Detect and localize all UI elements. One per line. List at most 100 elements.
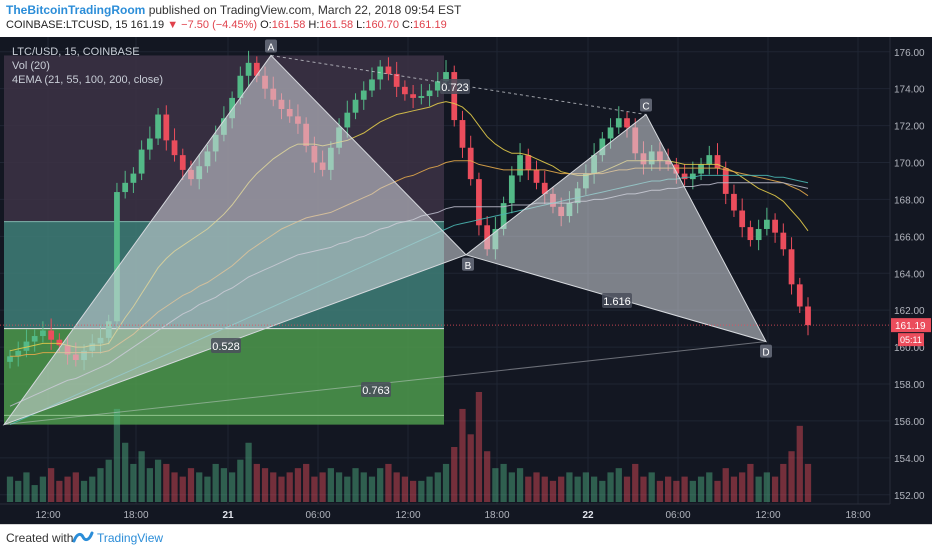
tradingview-link[interactable]: TradingView bbox=[97, 531, 164, 545]
candle-body bbox=[385, 66, 392, 74]
pattern-point-label: B bbox=[465, 261, 472, 272]
volume-bars bbox=[6, 392, 812, 502]
volume-bar bbox=[56, 480, 63, 502]
candle-body bbox=[607, 127, 614, 139]
candle-body bbox=[706, 155, 713, 165]
low-value: 160.70 bbox=[365, 19, 399, 31]
price-chart[interactable]: A B C D 0.723 1.616 0.528 0.763 152.00 154.00 156.… bbox=[0, 37, 932, 524]
price-tick-label: 176.00 bbox=[894, 48, 925, 59]
volume-bar bbox=[516, 468, 524, 502]
time-tick-label: 12:00 bbox=[755, 510, 780, 521]
volume-bar bbox=[15, 480, 22, 502]
candle-body bbox=[747, 227, 754, 241]
ratio-label: 1.616 bbox=[603, 296, 631, 308]
volume-bar bbox=[582, 472, 590, 502]
volume-bar bbox=[681, 476, 688, 502]
symbol-label: COINBASE:LTCUSD, 15 bbox=[6, 19, 128, 31]
candle-body bbox=[402, 86, 408, 95]
candle-body bbox=[615, 118, 622, 128]
volume-bar bbox=[261, 468, 269, 502]
candle-body bbox=[739, 210, 746, 228]
candle-body bbox=[517, 155, 523, 176]
candle-body bbox=[360, 90, 367, 100]
volume-bar bbox=[771, 476, 779, 502]
volume-bar bbox=[599, 480, 606, 502]
volume-bar bbox=[377, 468, 384, 502]
publisher-link[interactable]: TheBitcoinTradingRoom bbox=[6, 3, 146, 17]
candle-body bbox=[434, 81, 441, 91]
candle-body bbox=[788, 249, 795, 285]
high-value: 161.58 bbox=[319, 19, 354, 31]
price-tick-label: 170.00 bbox=[894, 159, 925, 170]
legend-ema[interactable]: 4EMA (21, 55, 100, 200, close) bbox=[12, 74, 164, 86]
volume-bar bbox=[163, 463, 170, 502]
volume-bar bbox=[549, 480, 557, 502]
candle-body bbox=[229, 97, 236, 119]
candle-body bbox=[673, 164, 680, 174]
volume-bar bbox=[747, 463, 754, 502]
price-tick-label: 158.00 bbox=[894, 380, 925, 391]
volume-bar bbox=[558, 476, 565, 502]
last-price-text: 161.19 bbox=[130, 19, 165, 31]
price-tick-label: 152.00 bbox=[894, 491, 925, 502]
volume-bar bbox=[228, 472, 236, 502]
volume-bar bbox=[72, 472, 79, 502]
candle-body bbox=[624, 118, 630, 128]
volume-bar bbox=[6, 476, 14, 502]
volume-bar bbox=[97, 468, 104, 502]
legend-volume[interactable]: Vol (20) bbox=[12, 60, 50, 72]
candle-body bbox=[245, 62, 252, 76]
volume-bar bbox=[237, 459, 244, 502]
open-label: O: bbox=[260, 19, 272, 31]
volume-bar bbox=[409, 480, 417, 502]
symbol-line: COINBASE:LTCUSD, 15 161.19 ▼ −7.50 (−4.4… bbox=[6, 19, 447, 31]
time-tick-label: 21 bbox=[222, 510, 234, 521]
time-tick-label: 12:00 bbox=[35, 510, 60, 521]
volume-bar bbox=[763, 472, 770, 502]
tradingview-logo-icon[interactable] bbox=[72, 529, 94, 545]
volume-bar bbox=[105, 459, 112, 502]
candle-body bbox=[23, 341, 30, 351]
pattern-point-badge bbox=[462, 257, 474, 271]
chart-area[interactable]: A B C D 0.723 1.616 0.528 0.763 152.00 154.00 156.… bbox=[0, 37, 932, 524]
price-axis-bg bbox=[890, 37, 932, 524]
candle-body bbox=[410, 94, 416, 98]
candle-body bbox=[155, 114, 161, 139]
candle-body bbox=[114, 192, 120, 322]
candle-body bbox=[344, 112, 351, 128]
volume-bar bbox=[319, 472, 326, 502]
pattern-point-label: A bbox=[268, 42, 275, 53]
high-label: H: bbox=[308, 19, 320, 31]
countdown-text: 05:11 bbox=[900, 335, 922, 345]
price-tick-label: 154.00 bbox=[894, 454, 925, 465]
candle-body bbox=[237, 75, 244, 98]
low-label: L: bbox=[356, 19, 366, 31]
candle-body bbox=[763, 219, 770, 229]
volume-bar bbox=[697, 476, 705, 502]
candle-body bbox=[533, 169, 540, 183]
price-tick-label: 168.00 bbox=[894, 195, 925, 206]
candle-body bbox=[352, 99, 359, 113]
volume-bar bbox=[780, 463, 787, 502]
candle-body bbox=[146, 138, 153, 150]
volume-bar bbox=[39, 476, 47, 502]
volume-bar bbox=[689, 480, 696, 502]
volume-bar bbox=[656, 480, 664, 502]
volume-bar bbox=[89, 476, 96, 502]
published-text: published on TradingView.com, March 22, … bbox=[148, 3, 462, 17]
price-tick-label: 162.00 bbox=[894, 306, 925, 317]
candle-body bbox=[31, 336, 38, 342]
volume-bar bbox=[146, 468, 153, 502]
candle-body bbox=[780, 232, 787, 250]
candle-body bbox=[253, 62, 260, 76]
volume-bar bbox=[335, 472, 343, 502]
volume-bar bbox=[500, 463, 507, 502]
ratio-badge bbox=[211, 338, 241, 353]
price-tick-label: 164.00 bbox=[894, 269, 925, 280]
volume-bar bbox=[360, 472, 367, 502]
volume-bar bbox=[623, 476, 631, 502]
candle-body bbox=[56, 339, 63, 346]
volume-bar bbox=[80, 480, 88, 502]
candle-body bbox=[138, 149, 145, 174]
candle-body bbox=[689, 173, 696, 180]
